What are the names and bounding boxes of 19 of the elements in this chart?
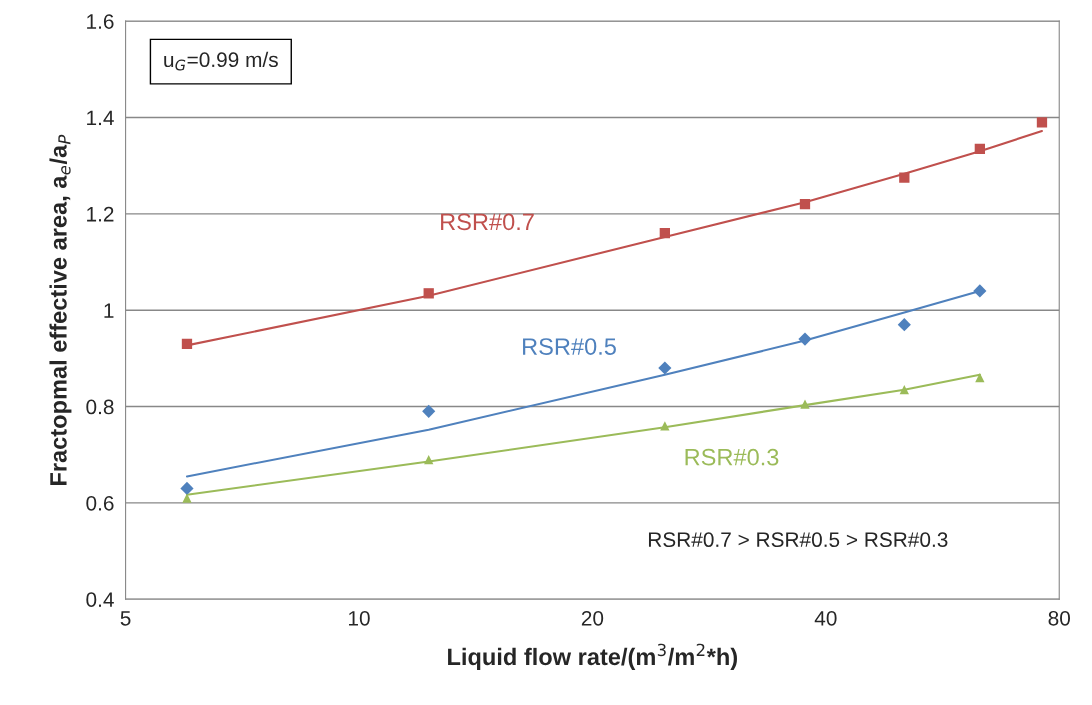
y-tick-label: 0.4 <box>86 592 114 607</box>
x-axis-title: Liquid flow rate/(m$^{3}$/m$^{2}$*h) <box>448 643 737 670</box>
x-tick-label: 5 <box>120 611 131 626</box>
x-tick-label: 10 <box>349 610 370 626</box>
text: RSR#0.7 <box>441 213 534 231</box>
y-tick-label: 1.2 <box>87 206 114 222</box>
y-axis-title: Fractopmal effective area, a$_{e}$/a$_{P}$ <box>49 134 72 485</box>
x-tick-label: 20 <box>581 610 604 626</box>
annotation: RSR#0.7 > RSR#0.5 > RSR#0.3 <box>648 532 948 548</box>
series-label: RSR#0.5 <box>523 338 616 355</box>
x-tick-label: 40 <box>814 610 837 626</box>
y-tick-label: 1.6 <box>87 14 114 29</box>
y-tick-label: 0.6 <box>86 495 114 511</box>
y-tick-label: 1.4 <box>87 110 114 126</box>
series-label: RSR#0.3 <box>685 448 779 466</box>
y-tick-label: 1 <box>104 303 114 318</box>
y-tick-label: 0.8 <box>86 399 114 415</box>
annotation: u$_{G}$=0.99 m/s <box>164 51 278 71</box>
x-tick-label: 80 <box>1048 610 1071 626</box>
